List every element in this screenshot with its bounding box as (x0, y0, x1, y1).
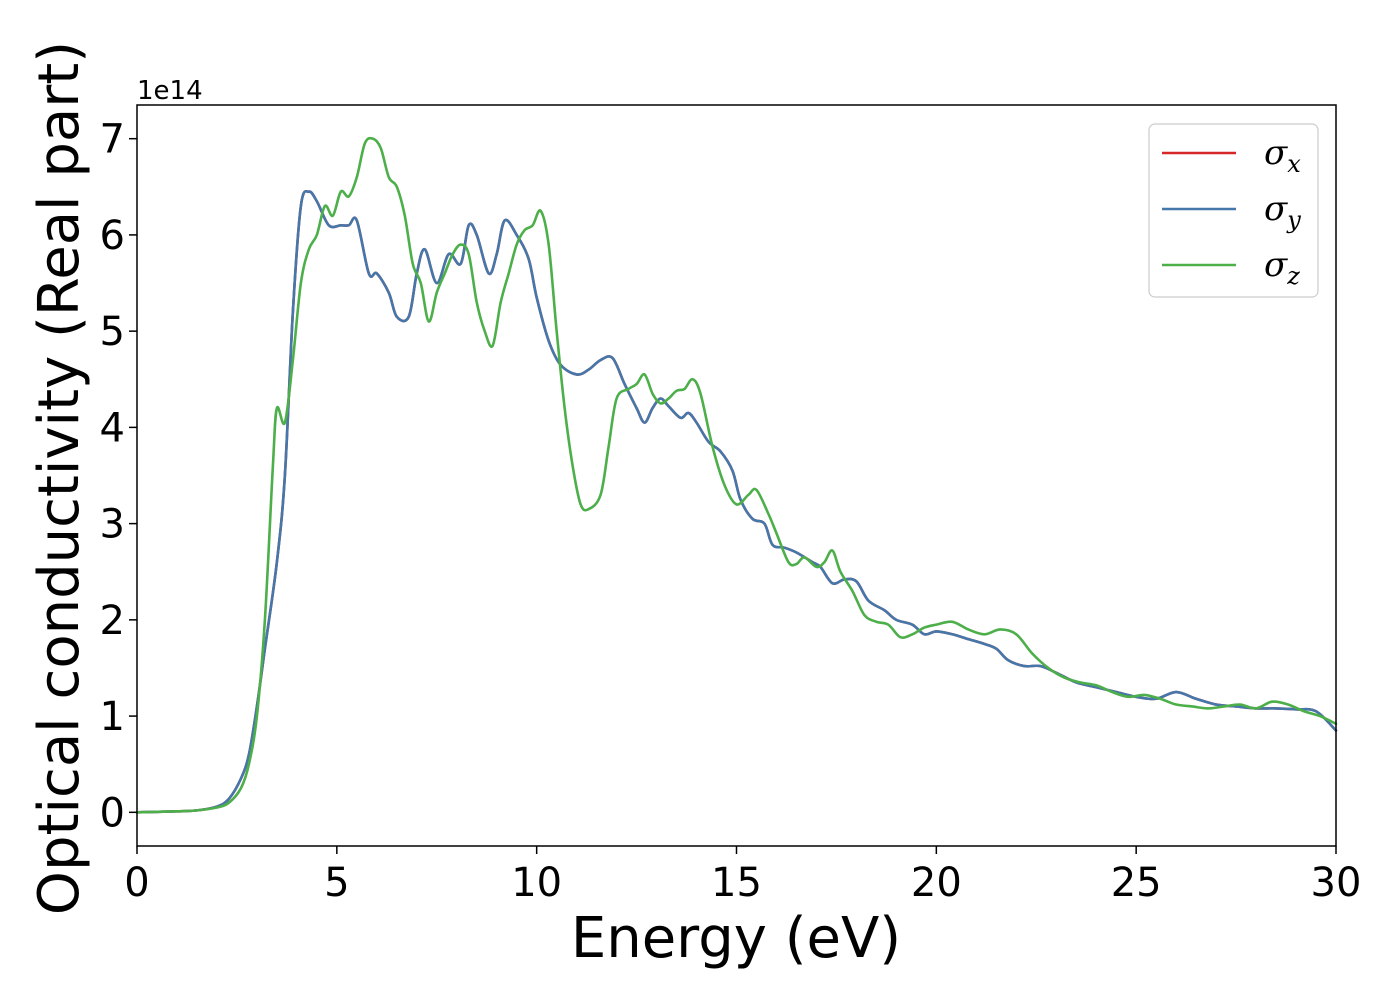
x-tick-label: 0 (124, 860, 149, 906)
y-tick-label: 1 (100, 694, 125, 740)
y-tick-label: 2 (100, 598, 125, 644)
y-offset-label: 1e14 (137, 76, 203, 106)
legend: σx σy σz (1148, 123, 1319, 298)
legend-box (1148, 123, 1319, 298)
y-tick-label: 4 (100, 405, 125, 451)
x-tick-label: 5 (324, 860, 349, 906)
x-axis-label: Energy (eV) (571, 906, 901, 971)
legend-label-x: σx (1264, 133, 1301, 178)
series-line-z (135, 136, 1338, 814)
y-axis-label: Optical conductivity (Real part) (27, 41, 92, 915)
y-tick-label: 5 (100, 309, 125, 355)
x-tick-label: 20 (911, 860, 962, 906)
legend-entries: σx σy σz (1162, 133, 1301, 290)
y-tick-label: 0 (100, 790, 125, 836)
x-axis-ticks: 0 5 10 15 20 25 30 (124, 846, 1361, 906)
y-tick-label: 7 (100, 117, 125, 163)
legend-label-z: σz (1264, 245, 1300, 290)
series-layer (135, 136, 1338, 814)
x-tick-label: 30 (1311, 860, 1362, 906)
y-tick-label: 6 (100, 213, 125, 259)
legend-label-y: σy (1264, 189, 1301, 234)
y-tick-label: 3 (100, 502, 125, 548)
y-axis-ticks: 0 1 2 3 4 5 6 7 (100, 117, 137, 836)
x-tick-label: 10 (511, 860, 562, 906)
x-tick-label: 25 (1111, 860, 1162, 906)
x-tick-label: 15 (711, 860, 762, 906)
